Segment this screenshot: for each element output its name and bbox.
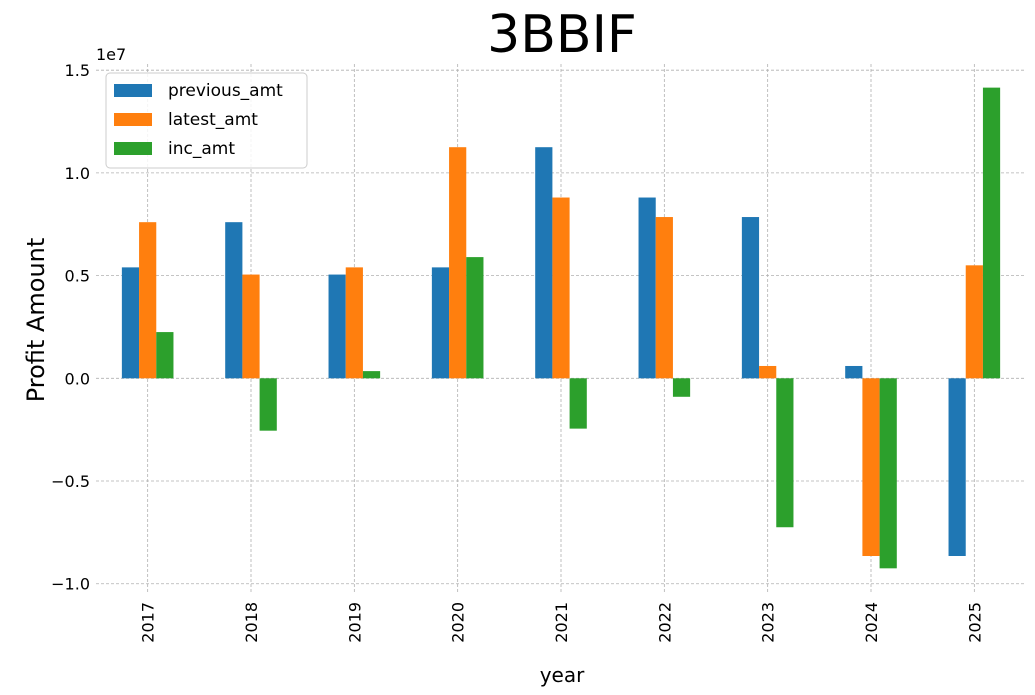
bar-inc_amt [362,371,381,379]
bar-inc_amt [672,378,691,397]
x-tick-label: 2020 [449,602,468,643]
bar-inc_amt [259,378,277,431]
x-tick-label: 2019 [345,602,364,643]
x-tick-label: 2017 [139,602,158,643]
bar-latest_amt [345,267,363,379]
bar-previous_amt [225,222,243,379]
x-ticks: 2017 2018 2019 2020 2021 2022 2023 2024 2025 [139,602,985,643]
bar-inc_amt [982,87,1001,379]
bar-latest_amt [552,197,570,379]
y-tick-label: 0.0 [65,369,90,388]
bar-previous_amt [948,378,966,556]
x-tick-label: 2024 [862,602,881,643]
bar-previous_amt [328,274,346,379]
x-tick-label: 2023 [759,602,778,643]
bar-latest_amt [449,147,467,379]
bar-latest_amt [965,265,983,379]
bar-inc_amt [776,378,794,528]
legend-label: latest_amt [168,110,258,130]
legend-box [105,72,308,169]
y-tick-label: 1.5 [65,61,90,80]
bar-inc_amt [156,332,174,379]
y-tick-label: −0.5 [51,472,90,491]
y-ticks: −1.0 −0.5 0.0 0.5 1.0 1.5 [51,61,90,594]
y-tick-label: 0.5 [65,267,90,286]
x-tick-label: 2021 [552,602,571,643]
bar-previous_amt [535,147,553,379]
legend-swatch-previous_amt [114,84,152,97]
legend-swatch-inc_amt [114,142,152,155]
x-tick-label: 2022 [655,602,674,643]
chart-title: 3BBIF [487,5,637,65]
bar-inc_amt [569,378,587,429]
bar-inc_amt [879,378,897,569]
bar-previous_amt [431,267,450,379]
y-scale-label: 1e7 [96,45,126,64]
bar-previous_amt [845,365,863,379]
bar-latest_amt [862,378,880,556]
bar-previous_amt [741,217,760,379]
y-tick-label: −1.0 [51,575,90,594]
bar-latest_amt [139,222,157,379]
bars [121,87,1001,569]
y-tick-label: 1.0 [65,164,90,183]
bar-previous_amt [638,197,656,379]
bar-latest_amt [242,274,260,379]
bar-previous_amt [121,267,140,379]
legend-label: previous_amt [168,81,283,101]
bar-latest_amt [759,365,777,379]
bar-inc_amt [466,257,484,379]
legend-swatch-latest_amt [114,113,152,126]
legend: previous_amt latest_amt inc_amt [105,72,308,169]
bar-latest_amt [655,217,673,379]
x-axis-label: year [540,663,585,687]
legend-label: inc_amt [168,139,235,159]
x-tick-label: 2025 [965,602,984,643]
x-tick-label: 2018 [242,602,261,643]
y-axis-label: Profit Amount [22,238,50,403]
